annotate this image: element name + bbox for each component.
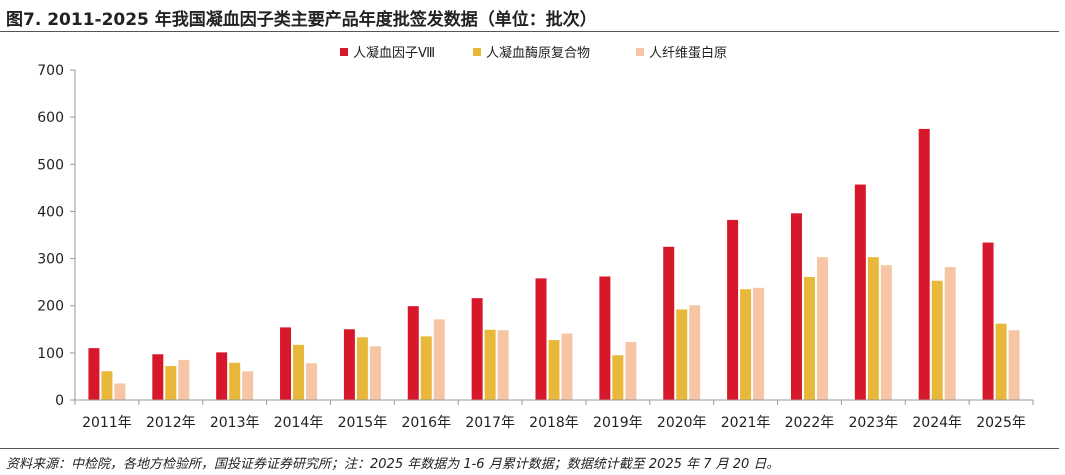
x-tick-label: 2019年 — [593, 415, 643, 431]
y-tick-label: 300 — [37, 252, 64, 268]
x-tick-label: 2011年 — [82, 415, 132, 431]
bar-3-10 — [689, 305, 701, 400]
x-tick-label: 2024年 — [912, 415, 962, 431]
x-tick-label: 2016年 — [401, 415, 451, 431]
legend-label-3: 人纤维蛋白原 — [649, 45, 727, 61]
x-tick-label: 2018年 — [529, 415, 579, 431]
bar-1-10 — [663, 246, 675, 400]
bar-2-14 — [931, 280, 943, 400]
bar-3-1 — [114, 383, 126, 400]
bar-1-7 — [471, 298, 483, 400]
bar-3-9 — [625, 342, 637, 400]
bar-2-8 — [548, 340, 560, 400]
bar-3-12 — [816, 257, 828, 400]
bar-3-11 — [753, 287, 765, 400]
y-tick-label: 100 — [37, 346, 64, 362]
x-tick-label: 2022年 — [785, 415, 835, 431]
x-tick-label: 2017年 — [465, 415, 515, 431]
bar-1-14 — [918, 128, 930, 400]
bar-2-10 — [676, 309, 688, 400]
y-tick-label: 0 — [55, 393, 64, 409]
bar-1-8 — [535, 278, 547, 400]
bar-3-6 — [433, 319, 445, 400]
y-tick-label: 600 — [37, 110, 64, 126]
bar-2-5 — [356, 337, 368, 400]
bar-3-2 — [178, 359, 190, 400]
bar-1-6 — [407, 306, 419, 400]
source-note: 资料来源：中检院，各地方检验所，国投证券证券研究所；注：2025 年数据为 1-… — [6, 457, 780, 472]
bar-3-14 — [944, 267, 956, 400]
bar-2-3 — [229, 362, 241, 400]
bar-2-2 — [165, 366, 177, 400]
bar-1-15 — [982, 242, 994, 400]
x-tick-label: 2012年 — [146, 415, 196, 431]
bar-1-13 — [854, 184, 866, 400]
bar-1-4 — [280, 327, 292, 400]
x-tick-label: 2013年 — [210, 415, 260, 431]
x-tick-label: 2021年 — [721, 415, 771, 431]
y-tick-label: 200 — [37, 299, 64, 315]
bar-3-15 — [1008, 330, 1020, 400]
bar-3-13 — [880, 265, 892, 400]
legend: 人凝血因子Ⅷ 人凝血酶原复合物 人纤维蛋白原 — [340, 45, 727, 61]
x-tick-label: 2025年 — [976, 415, 1026, 431]
title-divider — [0, 31, 1059, 32]
source-divider — [0, 448, 1059, 449]
bar-1-9 — [599, 276, 611, 400]
bar-2-9 — [612, 355, 624, 400]
bar-1-1 — [88, 348, 100, 400]
legend-label-2: 人凝血酶原复合物 — [486, 45, 590, 61]
x-tick-label: 2023年 — [849, 415, 899, 431]
y-tick-label: 700 — [37, 63, 64, 79]
bar-1-3 — [216, 352, 228, 400]
bar-1-11 — [727, 219, 739, 400]
legend-swatch-2 — [473, 48, 481, 56]
bar-2-6 — [420, 336, 432, 400]
chart-title: 图7. 2011-2025 年我国凝血因子类主要产品年度批签发数据（单位：批次） — [6, 10, 597, 30]
bar-2-7 — [484, 329, 496, 400]
bar-1-5 — [343, 329, 355, 400]
x-axis: 2011年 2012年 2013年 2014年 2015年 2016年 2017年 2018年… — [74, 399, 1034, 431]
legend-swatch-1 — [340, 48, 348, 56]
bar-3-7 — [497, 330, 509, 400]
bar-3-5 — [369, 346, 381, 400]
bar-3-4 — [306, 363, 318, 400]
y-tick-label: 500 — [37, 157, 64, 173]
bars — [88, 128, 1020, 400]
bar-2-1 — [101, 371, 113, 400]
x-tick-label: 2020年 — [657, 415, 707, 431]
bar-3-8 — [561, 333, 573, 400]
bar-1-12 — [790, 213, 802, 400]
bar-3-3 — [242, 371, 254, 400]
y-tick-label: 400 — [37, 204, 64, 220]
bar-2-15 — [995, 323, 1007, 400]
bar-2-13 — [867, 257, 879, 400]
bar-2-12 — [803, 276, 815, 400]
legend-swatch-3 — [636, 48, 644, 56]
x-tick-label: 2014年 — [274, 415, 324, 431]
bar-2-4 — [293, 344, 305, 400]
bar-chart: 人凝血因子Ⅷ 人凝血酶原复合物 人纤维蛋白原 0 100 200 300 400 500 600… — [37, 45, 1034, 431]
legend-label-1: 人凝血因子Ⅷ — [353, 45, 435, 61]
y-axis: 0 100 200 300 400 500 600 700 — [37, 63, 76, 409]
bar-1-2 — [152, 354, 164, 400]
bar-2-11 — [740, 289, 752, 400]
x-tick-label: 2015年 — [338, 415, 388, 431]
